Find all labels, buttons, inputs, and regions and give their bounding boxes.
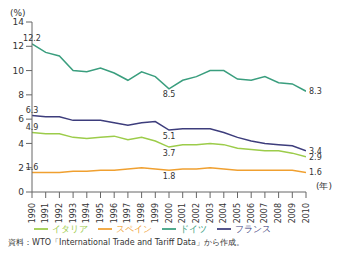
- svg-text:8.5: 8.5: [163, 90, 176, 99]
- svg-text:4.9: 4.9: [26, 123, 39, 132]
- svg-text:8.3: 8.3: [309, 87, 322, 96]
- html-text:フランス: フランス: [234, 223, 271, 234]
- svg-text:10: 10: [13, 66, 25, 76]
- svg-text:1994: 1994: [82, 203, 91, 223]
- svg-text:1.6: 1.6: [26, 163, 39, 172]
- html-text:資料：WTO「International Trade and: 資料：WTO「International Trade and Tariff Da…: [8, 238, 244, 247]
- svg-text:3.4: 3.4: [309, 146, 322, 156]
- svg-text:2002: 2002: [192, 203, 201, 223]
- svg-text:1.8: 1.8: [163, 172, 176, 181]
- svg-text:2003: 2003: [206, 203, 215, 223]
- html-text:(年): (年): [316, 181, 332, 191]
- svg-text:1998: 1998: [137, 203, 146, 223]
- svg-text:2004: 2004: [219, 203, 228, 223]
- svg-text:2005: 2005: [233, 203, 242, 223]
- svg-text:3.7: 3.7: [163, 149, 176, 158]
- svg-text:2: 2: [18, 163, 24, 173]
- html-text:イタリア: イタリア: [51, 223, 88, 234]
- svg-text:1.6: 1.6: [309, 168, 322, 177]
- svg-text:1993: 1993: [69, 203, 78, 223]
- svg-text:1991: 1991: [41, 203, 50, 223]
- svg-text:1992: 1992: [55, 203, 64, 223]
- svg-text:1999: 1999: [151, 203, 160, 223]
- svg-text:2010: 2010: [302, 203, 311, 223]
- svg-text:1995: 1995: [96, 203, 105, 223]
- html-text:ドイツ: ドイツ: [179, 223, 207, 234]
- svg-text:1997: 1997: [123, 203, 132, 223]
- svg-text:6: 6: [18, 114, 24, 124]
- svg-text:2009: 2009: [288, 203, 297, 223]
- svg-text:8: 8: [18, 90, 24, 100]
- svg-text:4: 4: [18, 139, 24, 149]
- svg-text:14: 14: [13, 17, 25, 27]
- svg-text:0: 0: [18, 187, 24, 197]
- html-text:スペイン: スペイン: [115, 223, 152, 234]
- svg-text:2007: 2007: [260, 203, 269, 223]
- svg-text:2.9: 2.9: [309, 153, 322, 162]
- svg-text:6.3: 6.3: [26, 106, 39, 115]
- svg-text:12.2: 12.2: [23, 34, 41, 43]
- svg-text:5.1: 5.1: [163, 132, 176, 141]
- svg-text:1996: 1996: [110, 203, 119, 223]
- svg-text:1990: 1990: [28, 203, 37, 223]
- svg-text:2000: 2000: [165, 203, 174, 223]
- svg-text:2006: 2006: [247, 203, 256, 223]
- svg-text:2001: 2001: [178, 203, 187, 223]
- svg-text:12: 12: [13, 41, 24, 51]
- svg-text:2008: 2008: [274, 203, 283, 223]
